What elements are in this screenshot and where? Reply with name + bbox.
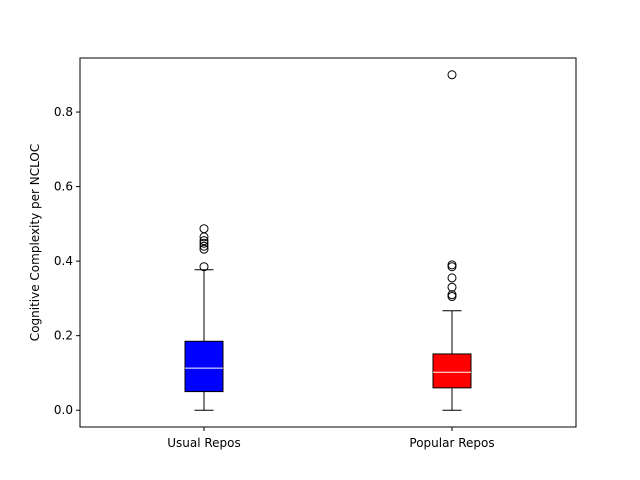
outlier-point-7 xyxy=(447,70,457,80)
iqr-box xyxy=(184,340,224,393)
y-tick-label: 0.4 xyxy=(54,254,73,268)
y-tick-label: 0.2 xyxy=(54,329,73,343)
outlier-point-2 xyxy=(447,290,457,300)
y-tick-label: 0.6 xyxy=(54,180,73,194)
y-tick-label: 0.0 xyxy=(54,403,73,417)
outlier-point-3 xyxy=(199,241,209,251)
outlier-point-3 xyxy=(447,282,457,292)
outlier-point-4 xyxy=(199,238,209,248)
outlier-point-2 xyxy=(199,244,209,254)
plot-area: Usual Repos Popular Repos 0.0 0.2 0.4 0.6 0.8 xyxy=(54,57,577,450)
outlier-point-4 xyxy=(447,273,457,283)
outlier-point-1 xyxy=(199,262,209,272)
x-tick-label: Popular Repos xyxy=(409,436,494,450)
box-group-1 xyxy=(184,224,224,411)
outlier-point-1 xyxy=(447,292,457,302)
x-tick-label: Usual Repos xyxy=(167,436,241,450)
y-axis-label: Cognitive Complexity per NCLOC xyxy=(28,144,42,341)
outlier-point-7 xyxy=(199,224,209,234)
y-tick-label: 0.8 xyxy=(54,105,73,119)
iqr-box xyxy=(432,353,472,389)
outlier-point-6 xyxy=(447,260,457,270)
box-group-2 xyxy=(432,70,472,411)
outlier-point-5 xyxy=(447,262,457,272)
outlier-point-5 xyxy=(199,236,209,246)
axes-frame xyxy=(79,57,577,428)
